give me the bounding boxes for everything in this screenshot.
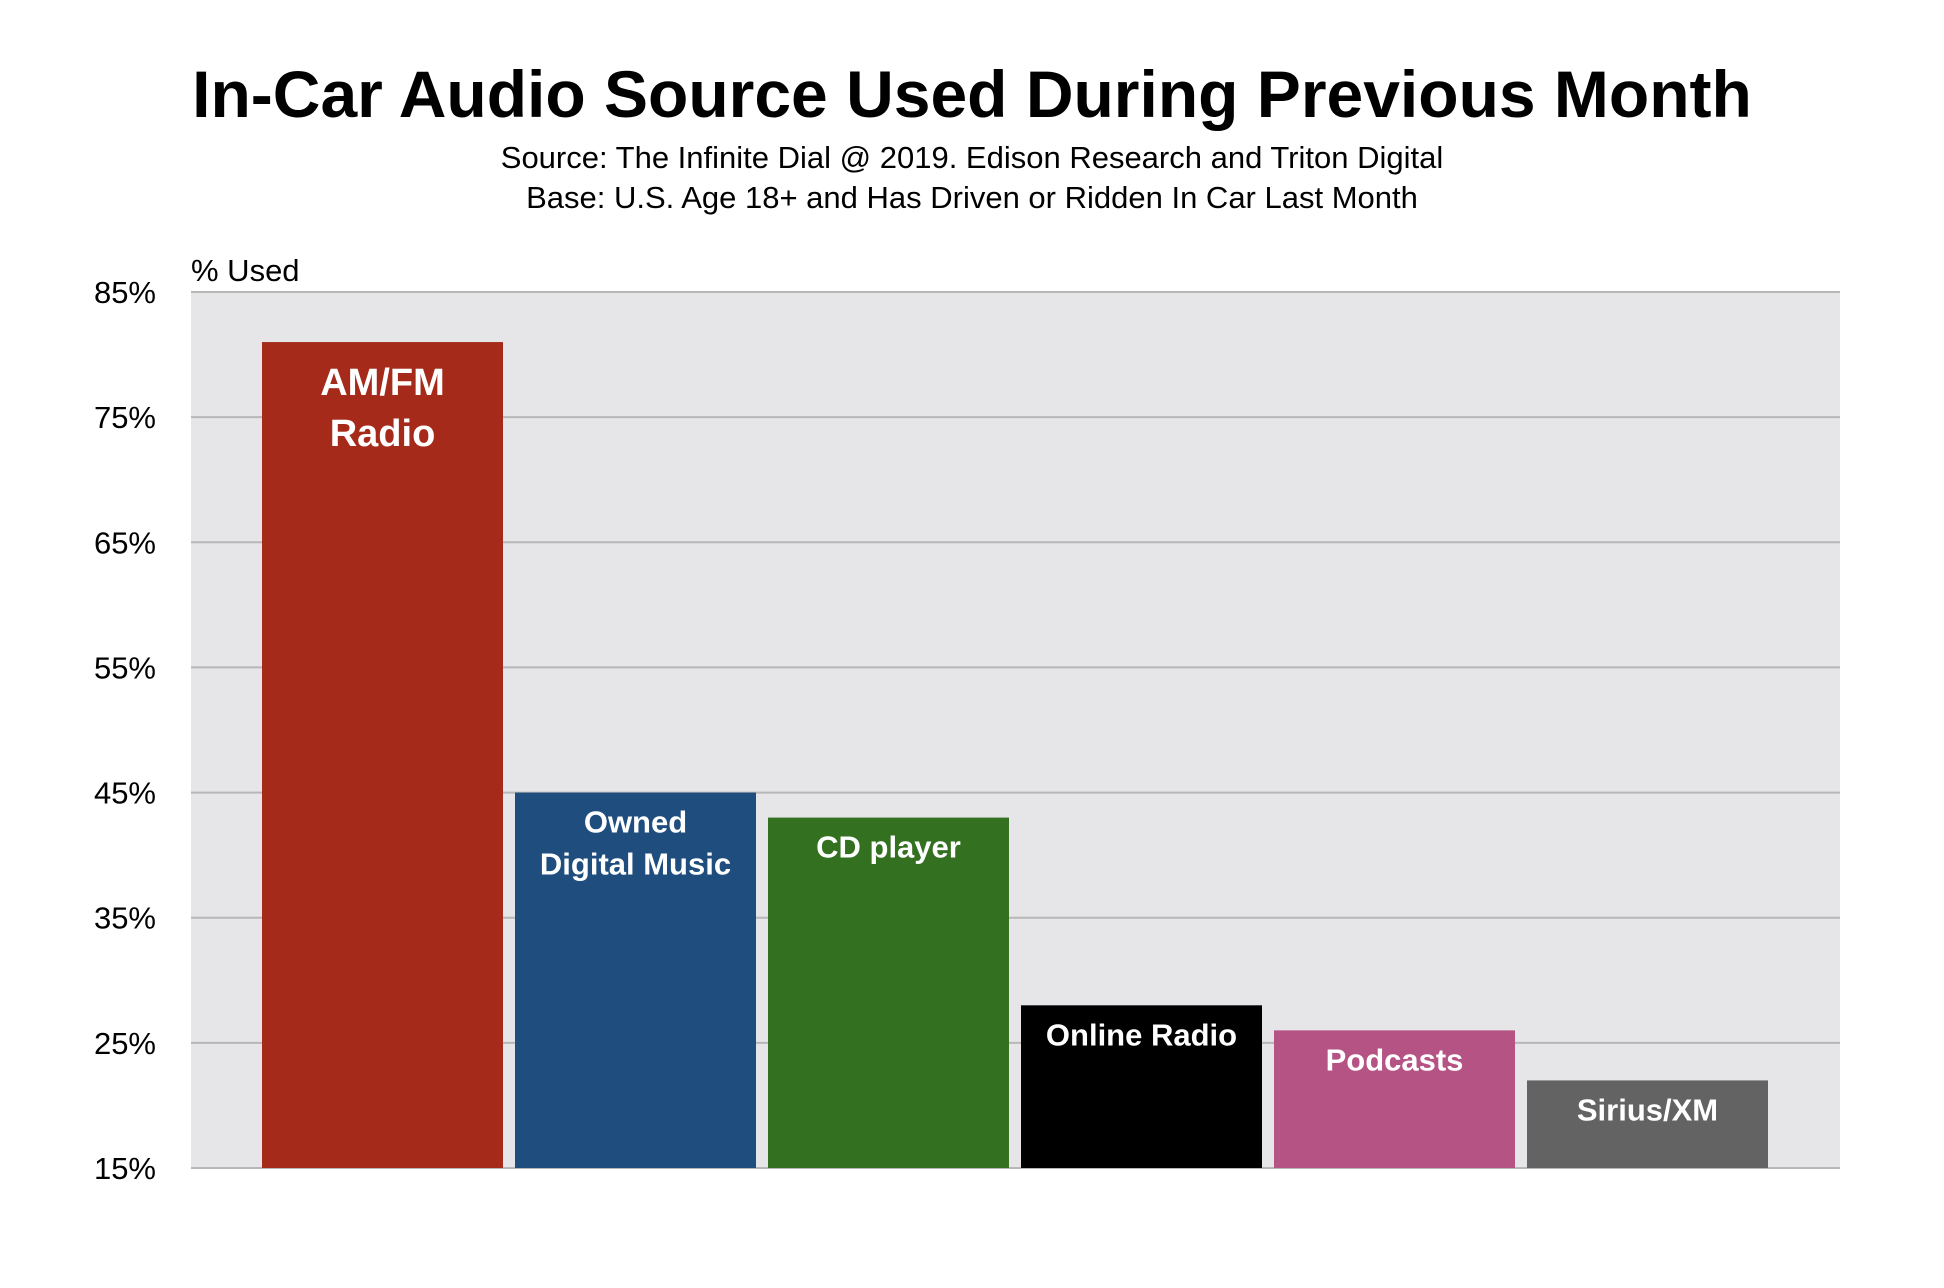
y-tick-label: 45% [94,776,156,811]
bar-am-fm-radio [262,342,503,1168]
bar-labels: AM/FM Radio Owned Digital Music CD player Onl… [320,362,1718,1127]
y-tick-label: 75% [94,400,156,435]
bar-label: AM/FM Radio [320,362,445,455]
bar-label: Online Radio [1046,1017,1237,1052]
y-tick-label: 65% [94,525,156,560]
y-tick-label: 85% [94,275,156,310]
bar-owned-digital-music [515,792,756,1168]
y-tick-label: 15% [94,1151,156,1186]
bar-label: Podcasts [1326,1042,1464,1077]
y-tick-label: 55% [94,650,156,685]
y-tick-label: 25% [94,1026,156,1061]
y-axis-title: % Used [191,253,300,288]
chart-title: In-Car Audio Source Used During Previous… [192,57,1752,131]
y-axis-ticks: 15% 25% 35% 45% 55% 65% 75% 85% [94,275,156,1186]
bar-online-radio [1021,1005,1262,1168]
y-tick-label: 35% [94,901,156,936]
bar-podcasts [1274,1030,1515,1168]
bar-label: Owned Digital Music [540,805,731,882]
chart-subtitle-base: Base: U.S. Age 18+ and Has Driven or Rid… [526,180,1418,215]
bars [262,342,1768,1168]
bar-sirius-xm [1527,1080,1768,1168]
chart-subtitle-source: Source: The Infinite Dial @ 2019. Edison… [500,140,1444,175]
bar-label: CD player [816,830,961,865]
bar-label: Sirius/XM [1577,1092,1718,1127]
bar-cd-player [768,817,1009,1168]
